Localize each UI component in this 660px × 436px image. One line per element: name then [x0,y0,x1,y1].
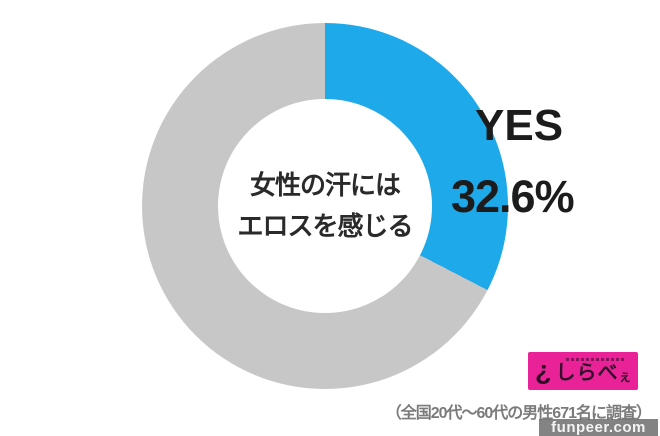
logo-wordmark-small-kana: ぇ [618,368,632,384]
logo-tagline-microtext [566,358,624,361]
logo-wordmark: しらべ [555,362,619,384]
shirabee-mascot-icon: ¿ [535,354,552,385]
donut-hole: 女性の汗には エロスを感じる [218,99,432,313]
survey-source-caption: （全国20代～60代の男性671名に調査） [385,405,652,422]
watermark-band: funpeer.com [539,419,658,436]
watermark-text: funpeer.com [551,419,646,436]
yes-slice-value: 32.6% [451,171,575,222]
chart-title-line-1: 女性の汗には [249,170,401,200]
shirabee-logo: ¿ しらべ ぇ [528,352,638,390]
chart-title-line-2: エロスを感じる [237,211,413,241]
yes-slice-label: YES [475,101,564,150]
donut-chart: 女性の汗には エロスを感じる [142,23,508,389]
